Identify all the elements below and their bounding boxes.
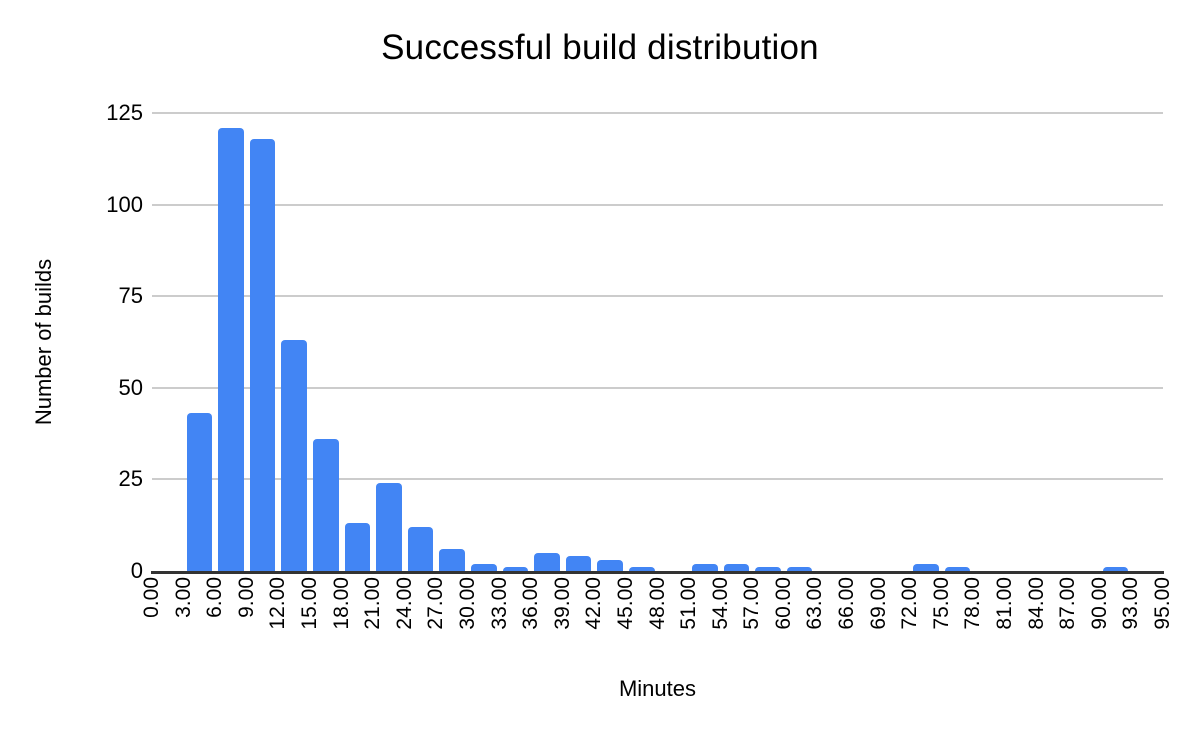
y-tick-label: 0 — [130, 558, 143, 583]
x-tick-label: 84.00 — [1024, 577, 1048, 630]
bar — [913, 563, 939, 571]
x-tick-label: 3.00 — [171, 577, 195, 618]
bar — [692, 563, 718, 571]
gridline — [152, 203, 1163, 206]
x-tick-label: 81.00 — [993, 577, 1017, 630]
bar — [502, 567, 529, 571]
gridline — [152, 386, 1163, 389]
x-axis-line — [151, 571, 1164, 574]
bar — [597, 560, 623, 571]
x-tick-label: 24.00 — [392, 577, 416, 630]
x-tick-label: 72.00 — [898, 577, 922, 630]
x-tick-label: 18.00 — [329, 577, 353, 630]
bar — [407, 527, 434, 571]
x-tick-label: 9.00 — [234, 577, 258, 618]
bar — [312, 439, 339, 571]
y-tick-label: 100 — [106, 191, 143, 217]
x-tick-label: 42.00 — [582, 577, 606, 630]
x-tick-label: 69.00 — [866, 577, 890, 630]
x-tick-label: 39.00 — [550, 577, 574, 630]
y-tick-label: 50 — [118, 374, 143, 400]
bar — [186, 413, 213, 571]
bar — [534, 552, 560, 571]
x-tick-label: 87.00 — [1056, 577, 1080, 630]
x-tick-label: 15.00 — [297, 577, 321, 630]
bar — [344, 523, 371, 571]
bar — [944, 567, 971, 571]
x-tick-label: 93.00 — [1119, 577, 1143, 630]
x-tick-label: 78.00 — [961, 577, 985, 630]
x-tick-label: 54.00 — [708, 577, 732, 630]
chart-title: Successful build distribution — [381, 28, 819, 67]
x-tick-label: 90.00 — [1087, 577, 1111, 630]
gridline — [152, 112, 1163, 114]
x-tick-label: 48.00 — [645, 577, 669, 630]
x-tick-label: 33.00 — [487, 577, 511, 630]
x-tick-label: 95.00 — [1151, 577, 1174, 630]
x-tick-label: 51.00 — [677, 577, 701, 630]
gridline — [152, 478, 1163, 481]
y-tick-label: 75 — [118, 283, 143, 309]
bar — [565, 556, 592, 571]
x-tick-label: 27.00 — [424, 577, 448, 630]
bar — [249, 138, 276, 571]
x-tick-label: 30.00 — [455, 577, 479, 630]
x-tick-label: 60.00 — [771, 577, 795, 630]
x-tick-label: 21.00 — [361, 577, 385, 630]
x-tick-label: 63.00 — [803, 577, 827, 630]
bar — [439, 549, 465, 571]
bar — [723, 563, 750, 571]
x-tick-label: 12.00 — [266, 577, 290, 630]
bar — [470, 563, 497, 571]
x-tick-label: 57.00 — [740, 577, 764, 630]
x-tick-label: 0.00 — [140, 577, 163, 618]
x-tick-label: 45.00 — [613, 577, 637, 630]
bar — [786, 567, 813, 571]
bar — [628, 567, 655, 571]
y-tick-label: 25 — [118, 466, 143, 492]
x-tick-label: 6.00 — [203, 577, 227, 618]
bar — [755, 567, 781, 571]
bar — [281, 340, 307, 571]
x-tick-label: 36.00 — [519, 577, 543, 630]
y-tick-label: 125 — [106, 100, 143, 125]
bar — [1102, 567, 1129, 571]
gridline — [152, 295, 1163, 298]
x-tick-label: 75.00 — [929, 577, 953, 630]
x-tick-label: 66.00 — [835, 577, 859, 630]
x-axis-title: Minutes — [618, 676, 697, 701]
bar — [218, 127, 244, 571]
bar — [376, 483, 402, 571]
